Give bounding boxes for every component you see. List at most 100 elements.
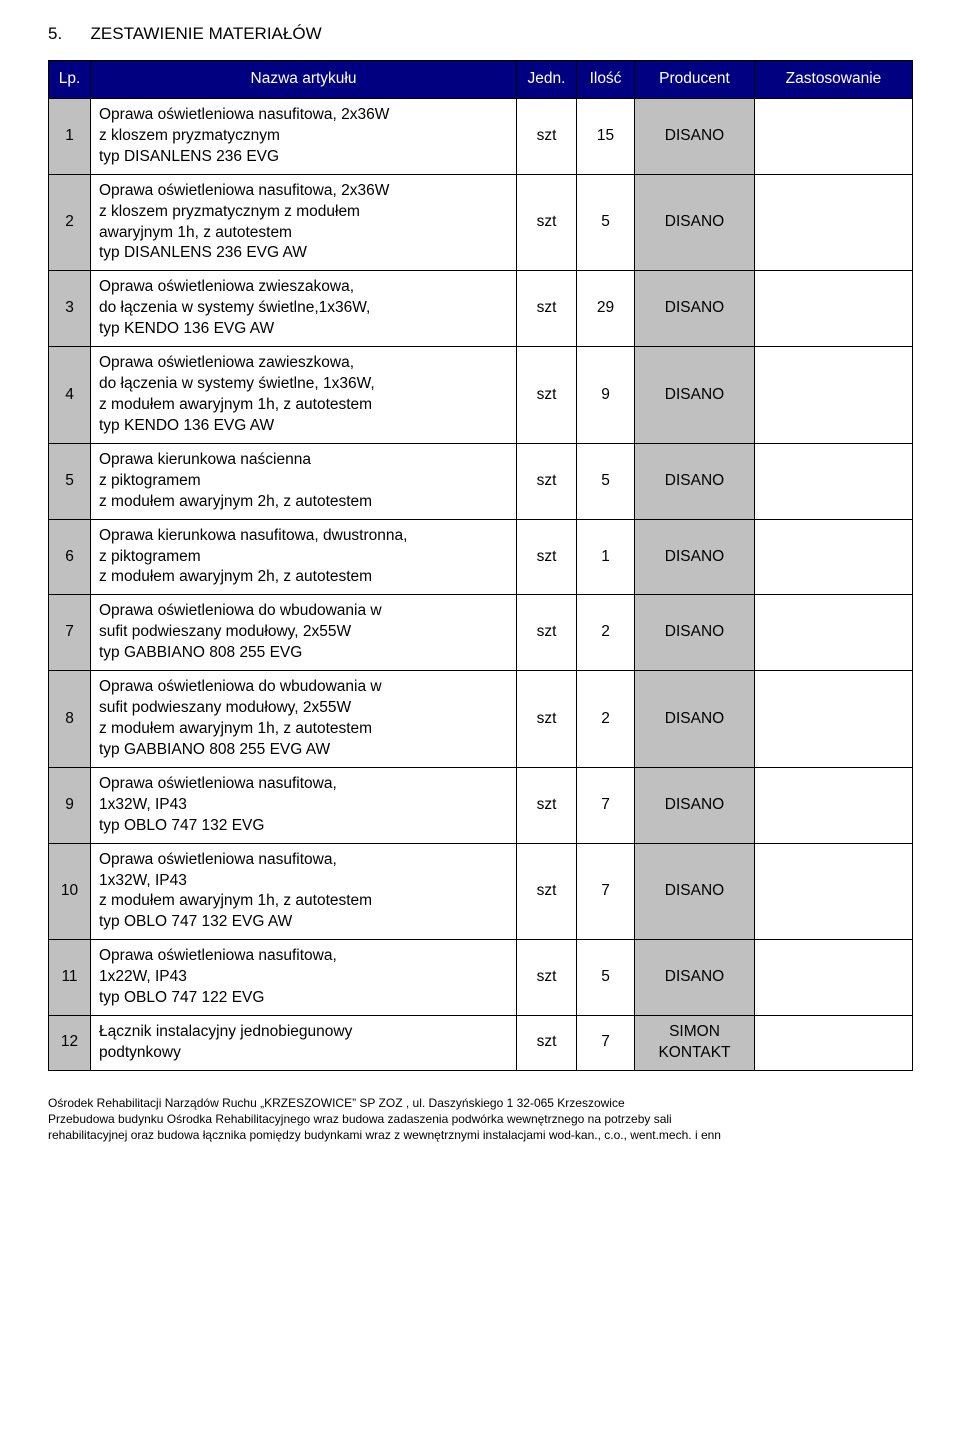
col-use: Zastosowanie bbox=[755, 61, 913, 99]
table-row: 5Oprawa kierunkowa naścienna z piktogram… bbox=[49, 443, 913, 519]
cell-name: Oprawa oświetleniowa zawieszkowa, do łąc… bbox=[91, 347, 517, 444]
cell-qty: 5 bbox=[577, 940, 635, 1016]
cell-name: Oprawa oświetleniowa do wbudowania w suf… bbox=[91, 671, 517, 768]
cell-use bbox=[755, 271, 913, 347]
table-row: 11Oprawa oświetleniowa nasufitowa, 1x22W… bbox=[49, 940, 913, 1016]
cell-name: Oprawa oświetleniowa zwieszakowa, do łąc… bbox=[91, 271, 517, 347]
table-row: 9Oprawa oświetleniowa nasufitowa, 1x32W,… bbox=[49, 767, 913, 843]
cell-use bbox=[755, 595, 913, 671]
cell-lp: 2 bbox=[49, 174, 91, 271]
cell-name: Oprawa oświetleniowa nasufitowa, 2x36W z… bbox=[91, 174, 517, 271]
cell-use bbox=[755, 843, 913, 940]
cell-lp: 11 bbox=[49, 940, 91, 1016]
footer-line-1: Ośrodek Rehabilitacji Narządów Ruchu „KR… bbox=[48, 1095, 912, 1111]
cell-unit: szt bbox=[517, 843, 577, 940]
cell-prod: DISANO bbox=[635, 940, 755, 1016]
cell-qty: 15 bbox=[577, 98, 635, 174]
materials-table: Lp. Nazwa artykułu Jedn. Ilość Producent… bbox=[48, 60, 913, 1071]
table-row: 10Oprawa oświetleniowa nasufitowa, 1x32W… bbox=[49, 843, 913, 940]
table-header: Lp. Nazwa artykułu Jedn. Ilość Producent… bbox=[49, 61, 913, 99]
cell-qty: 2 bbox=[577, 671, 635, 768]
col-unit: Jedn. bbox=[517, 61, 577, 99]
cell-prod: DISANO bbox=[635, 174, 755, 271]
cell-use bbox=[755, 671, 913, 768]
cell-unit: szt bbox=[517, 347, 577, 444]
cell-unit: szt bbox=[517, 98, 577, 174]
cell-name: Oprawa kierunkowa naścienna z piktograme… bbox=[91, 443, 517, 519]
cell-unit: szt bbox=[517, 767, 577, 843]
cell-lp: 6 bbox=[49, 519, 91, 595]
cell-qty: 7 bbox=[577, 767, 635, 843]
cell-prod: DISANO bbox=[635, 843, 755, 940]
cell-use bbox=[755, 443, 913, 519]
table-row: 8Oprawa oświetleniowa do wbudowania w su… bbox=[49, 671, 913, 768]
table-row: 2Oprawa oświetleniowa nasufitowa, 2x36W … bbox=[49, 174, 913, 271]
cell-name: Oprawa oświetleniowa nasufitowa, 1x32W, … bbox=[91, 767, 517, 843]
col-lp: Lp. bbox=[49, 61, 91, 99]
table-row: 3Oprawa oświetleniowa zwieszakowa, do łą… bbox=[49, 271, 913, 347]
section-number: 5. bbox=[48, 24, 62, 43]
cell-prod: DISANO bbox=[635, 671, 755, 768]
footer-line-2: Przebudowa budynku Ośrodka Rehabilitacyj… bbox=[48, 1111, 912, 1127]
table-body: 1Oprawa oświetleniowa nasufitowa, 2x36W … bbox=[49, 98, 913, 1070]
cell-qty: 29 bbox=[577, 271, 635, 347]
cell-unit: szt bbox=[517, 671, 577, 768]
cell-lp: 5 bbox=[49, 443, 91, 519]
cell-qty: 5 bbox=[577, 443, 635, 519]
cell-qty: 2 bbox=[577, 595, 635, 671]
cell-qty: 9 bbox=[577, 347, 635, 444]
cell-name: Oprawa oświetleniowa nasufitowa, 1x32W, … bbox=[91, 843, 517, 940]
page: 5. ZESTAWIENIE MATERIAŁÓW Lp. Nazwa arty… bbox=[0, 0, 960, 1155]
cell-prod: DISANO bbox=[635, 767, 755, 843]
col-qty: Ilość bbox=[577, 61, 635, 99]
cell-unit: szt bbox=[517, 271, 577, 347]
table-row: 1Oprawa oświetleniowa nasufitowa, 2x36W … bbox=[49, 98, 913, 174]
cell-name: Łącznik instalacyjny jednobiegunowy podt… bbox=[91, 1016, 517, 1071]
cell-lp: 12 bbox=[49, 1016, 91, 1071]
footer-line-3: rehabilitacyjnej oraz budowa łącznika po… bbox=[48, 1127, 912, 1143]
table-row: 4Oprawa oświetleniowa zawieszkowa, do łą… bbox=[49, 347, 913, 444]
cell-qty: 7 bbox=[577, 843, 635, 940]
page-footer: Ośrodek Rehabilitacji Narządów Ruchu „KR… bbox=[48, 1095, 912, 1144]
cell-use bbox=[755, 519, 913, 595]
cell-prod: DISANO bbox=[635, 443, 755, 519]
cell-qty: 7 bbox=[577, 1016, 635, 1071]
cell-unit: szt bbox=[517, 519, 577, 595]
cell-use bbox=[755, 767, 913, 843]
cell-lp: 4 bbox=[49, 347, 91, 444]
cell-use bbox=[755, 98, 913, 174]
table-row: 12Łącznik instalacyjny jednobiegunowy po… bbox=[49, 1016, 913, 1071]
cell-unit: szt bbox=[517, 940, 577, 1016]
cell-name: Oprawa oświetleniowa do wbudowania w suf… bbox=[91, 595, 517, 671]
col-name: Nazwa artykułu bbox=[91, 61, 517, 99]
cell-use bbox=[755, 347, 913, 444]
table-row: 7Oprawa oświetleniowa do wbudowania w su… bbox=[49, 595, 913, 671]
cell-use bbox=[755, 174, 913, 271]
cell-prod: DISANO bbox=[635, 595, 755, 671]
cell-unit: szt bbox=[517, 595, 577, 671]
cell-name: Oprawa oświetleniowa nasufitowa, 2x36W z… bbox=[91, 98, 517, 174]
cell-name: Oprawa kierunkowa nasufitowa, dwustronna… bbox=[91, 519, 517, 595]
cell-lp: 8 bbox=[49, 671, 91, 768]
cell-lp: 10 bbox=[49, 843, 91, 940]
cell-lp: 7 bbox=[49, 595, 91, 671]
cell-unit: szt bbox=[517, 174, 577, 271]
cell-prod: DISANO bbox=[635, 98, 755, 174]
cell-name: Oprawa oświetleniowa nasufitowa, 1x22W, … bbox=[91, 940, 517, 1016]
cell-prod: DISANO bbox=[635, 271, 755, 347]
cell-prod: DISANO bbox=[635, 519, 755, 595]
cell-use bbox=[755, 1016, 913, 1071]
section-heading: 5. ZESTAWIENIE MATERIAŁÓW bbox=[48, 24, 912, 44]
cell-prod: SIMON KONTAKT bbox=[635, 1016, 755, 1071]
cell-qty: 1 bbox=[577, 519, 635, 595]
cell-prod: DISANO bbox=[635, 347, 755, 444]
cell-qty: 5 bbox=[577, 174, 635, 271]
col-prod: Producent bbox=[635, 61, 755, 99]
cell-lp: 1 bbox=[49, 98, 91, 174]
cell-unit: szt bbox=[517, 443, 577, 519]
cell-lp: 3 bbox=[49, 271, 91, 347]
table-row: 6Oprawa kierunkowa nasufitowa, dwustronn… bbox=[49, 519, 913, 595]
cell-use bbox=[755, 940, 913, 1016]
section-title-text: ZESTAWIENIE MATERIAŁÓW bbox=[91, 24, 322, 43]
cell-unit: szt bbox=[517, 1016, 577, 1071]
